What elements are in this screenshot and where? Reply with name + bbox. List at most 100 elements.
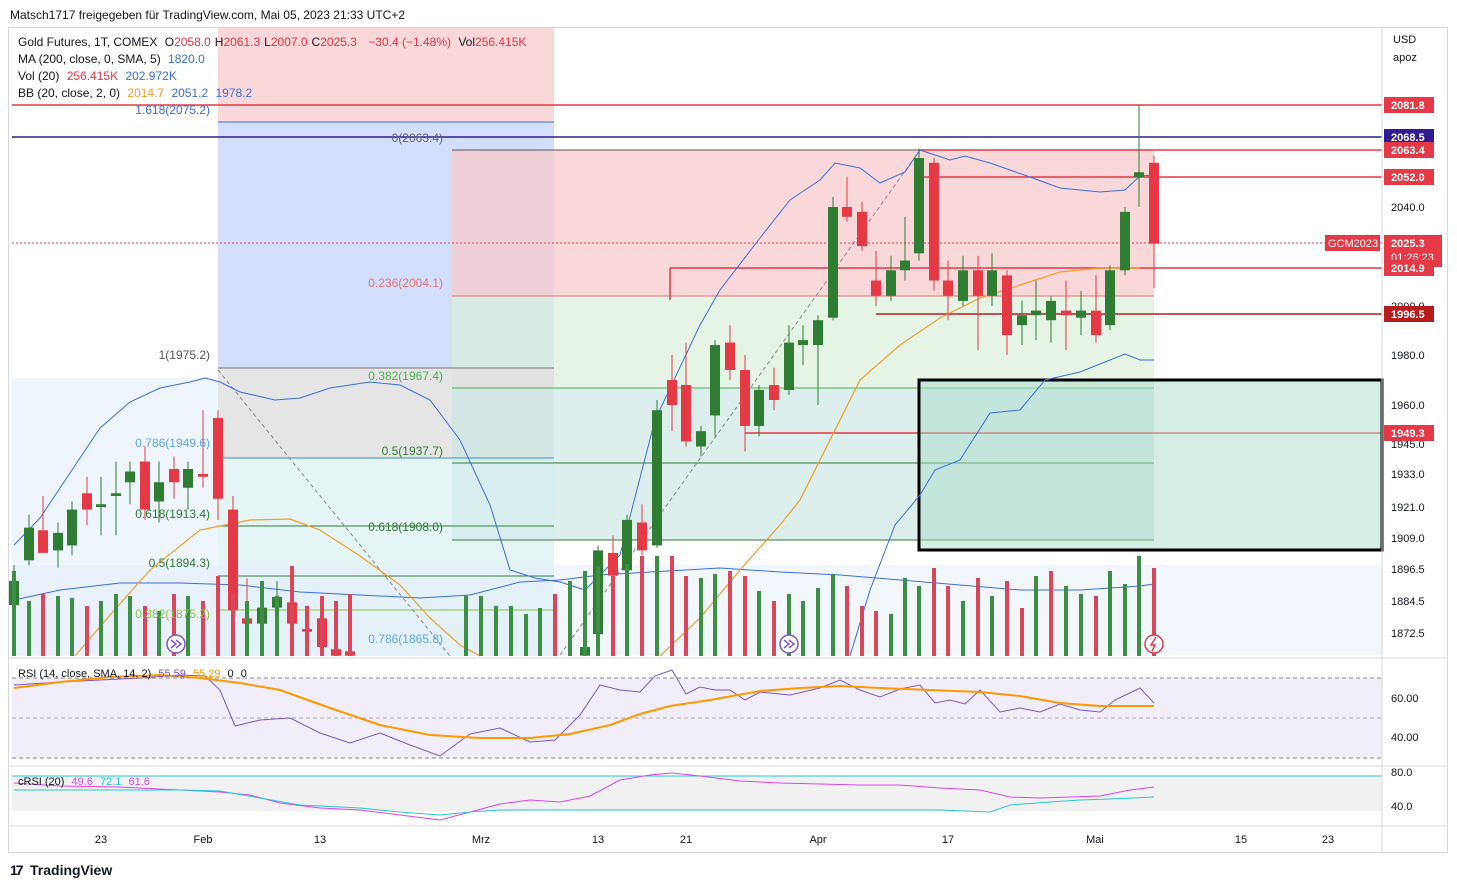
volume-bar (143, 606, 147, 656)
volume-bar (845, 586, 849, 656)
price-value: 2014.9 (1391, 263, 1425, 275)
rsi-extra-2: 0 (240, 668, 247, 680)
volume-bar (1005, 581, 1009, 656)
candle (1134, 104, 1144, 207)
candle (914, 148, 924, 261)
volume-bar (128, 596, 132, 656)
volume-bar (640, 556, 644, 656)
candle (82, 476, 92, 526)
x-tick-label: 15 (1235, 834, 1247, 846)
volume-bar (245, 601, 249, 656)
candle (140, 446, 150, 520)
volume-bar (757, 591, 761, 656)
price-value: 1996.5 (1391, 309, 1425, 321)
volume-bar (290, 566, 294, 656)
bb-legend[interactable]: BB (20, close, 2, 0) 2014.7 2051.2 1978.… (18, 86, 256, 100)
volume-bar (699, 578, 703, 656)
publish-info: Matsch1717 freigegeben für TradingView.c… (10, 8, 406, 22)
ohlc-o: O2058.0 (164, 35, 211, 49)
volume-bar (976, 578, 980, 656)
currency-label[interactable]: USD (1393, 34, 1417, 46)
fib-level-label: 0(2063.4) (392, 131, 443, 145)
volume-bar (56, 596, 60, 656)
crsi-tick-label: 40.0 (1391, 801, 1412, 813)
candle (1120, 207, 1130, 276)
x-tick-label: Apr (809, 834, 826, 846)
volume-bar (568, 581, 572, 656)
price-axis-label[interactable]: 2063.4 (1384, 142, 1434, 158)
price-axis-label[interactable]: 2068.5 (1384, 129, 1434, 145)
y-tick-label: 1980.0 (1391, 350, 1425, 362)
volume-bar (1034, 576, 1038, 656)
candle (125, 461, 135, 505)
candle (667, 355, 677, 432)
volume-bar (1020, 608, 1024, 656)
candle (1002, 270, 1012, 355)
volume-bar (27, 601, 31, 656)
volume-bar (260, 581, 264, 656)
fib-level-label: 0.786(1949.6) (135, 436, 210, 450)
volume-bar (1108, 571, 1112, 656)
rsi-ma-value: 55.29 (192, 668, 221, 680)
vol20-value: 256.415K (66, 69, 119, 83)
rsi-legend[interactable]: RSI (14, close, SMA, 14, 2) 55.59 55.29 … (18, 668, 251, 680)
price-axis-label[interactable]: 2014.9 (1384, 260, 1434, 276)
volume-bar (917, 586, 921, 656)
volume-bar (1152, 568, 1156, 656)
price-axis-label[interactable]: 1996.5 (1384, 306, 1434, 322)
candle (38, 496, 48, 553)
candle (725, 325, 735, 380)
fib-level-label: 0.786(1865.8) (368, 632, 443, 646)
volume-bar (670, 556, 674, 656)
x-tick-label: Feb (194, 834, 213, 846)
y-tick-label: 1884.5 (1391, 596, 1425, 608)
price-axis-label[interactable]: 2081.8 (1384, 97, 1434, 113)
candle (1091, 275, 1101, 343)
volume-bar (961, 601, 965, 656)
candle (53, 522, 63, 568)
fib-zone-mid-pink (452, 150, 1154, 296)
candles (9, 104, 1159, 656)
ohlc-l: L2007.0 (264, 35, 308, 49)
fib-level-label: 0.618(1913.4) (135, 507, 210, 521)
candle (871, 250, 881, 306)
x-tick-label: 23 (1322, 834, 1334, 846)
fib-level-label: 1(1975.2) (159, 348, 210, 362)
volume-legend[interactable]: Vol (20) 256.415K 202.972K (18, 69, 181, 83)
volume-bar (990, 596, 994, 656)
volume-bar (874, 611, 878, 656)
tradingview-logo[interactable]: 17 TradingView (10, 862, 112, 878)
replay-icon[interactable] (779, 634, 799, 654)
price-axis-label[interactable]: 1949.3 (1384, 425, 1434, 441)
volume-bar (946, 586, 950, 656)
bb-basis: 2014.7 (127, 86, 165, 100)
volume-bar (1049, 571, 1053, 656)
scale-note: apoz (1393, 52, 1417, 64)
rsi-value: 55.59 (158, 668, 186, 680)
candle (798, 325, 808, 365)
candle (828, 197, 838, 321)
x-tick-label: 17 (942, 834, 954, 846)
x-tick-label: Mrz (472, 834, 490, 846)
replay-icon[interactable] (166, 634, 186, 654)
change-value: −30.4 (−1.48%) (368, 35, 451, 49)
symbol-legend[interactable]: Gold Futures, 1T, COMEX O2058.0 H2061.3 L2… (18, 35, 530, 49)
crsi-legend[interactable]: cRSI (20) 49.6 72.1 61.6 (18, 776, 154, 788)
volume-bar (70, 598, 74, 656)
y-tick-label: 1945.0 (1391, 439, 1425, 451)
vol-label: Vol (458, 35, 476, 49)
candle (958, 255, 968, 306)
volume-bar (684, 576, 688, 656)
volume-bar (275, 596, 279, 656)
candle (24, 514, 34, 566)
ma-legend[interactable]: MA (200, close, 0, SMA, 5) 1820.0 (18, 52, 209, 66)
price-axis-label[interactable]: 2052.0 (1384, 169, 1434, 185)
lightning-icon[interactable] (1144, 634, 1164, 654)
ohlc-h: H2061.3 (214, 35, 261, 49)
x-tick-label: 23 (95, 834, 107, 846)
fib-level-label: 0.382(1967.4) (368, 369, 443, 383)
crsi-label: cRSI (20) (18, 776, 65, 788)
candle (637, 504, 647, 556)
volume-bar (464, 596, 468, 656)
